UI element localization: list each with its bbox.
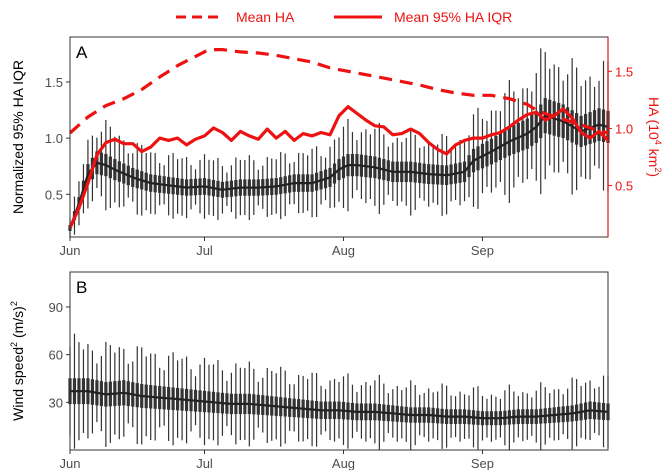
panel-a-y2-axis-label: HA (104 km2) [646,97,663,177]
panel-a-plot-area [68,48,610,238]
legend-label-mean-iqr: Mean 95% HA IQR [394,9,512,25]
y2-tick-label: 1.0 [615,121,633,136]
x-tick-label: Aug [332,456,355,470]
legend-label-mean-ha: Mean HA [236,9,295,25]
mean-ha-line [68,48,609,135]
x-tick-label: Jul [196,243,213,258]
legend: Mean HA Mean 95% HA IQR [176,9,512,25]
panel-a-y2-ticks: 0.5 1.0 1.5 [608,64,633,194]
y-tick-label: 60 [49,348,63,363]
panel-b-y-ticks: 30 60 90 [49,300,70,410]
y-tick-label: 0.5 [45,187,63,202]
y-tick-label: 90 [49,300,63,315]
y2-tick-label: 1.5 [615,64,633,79]
panel-b: B 30 60 90 Jun Jul Aug Sep Wind speed2 (m/s)2 [9,271,610,470]
y-tick-label: 30 [49,395,63,410]
y-tick-label: 1.5 [45,75,63,90]
x-tick-label: Aug [332,243,355,258]
panel-b-letter: B [76,278,87,297]
x-tick-label: Jun [60,456,81,470]
panel-b-y-axis-label: Wind speed2 (m/s)2 [9,301,26,421]
boxplot-series [68,48,610,238]
median-line [70,390,609,420]
x-tick-label: Jul [196,456,213,470]
panel-b-x-ticks: Jun Jul Aug Sep [60,450,494,470]
panel-a: A 0.5 1.0 1.5 0.5 1.0 1.5 Jun Jul Aug Sep Norma… [10,36,663,258]
panel-a-letter: A [76,43,88,62]
boxplot-series [68,333,610,451]
panel-a-y-axis-label: Normalized 95% HA IQR [10,60,26,214]
panel-b-frame [69,271,609,451]
x-tick-label: Sep [471,243,494,258]
panel-a-x-ticks: Jun Jul Aug Sep [60,237,494,258]
x-tick-label: Sep [471,456,494,470]
panel-b-plot-area [68,333,610,451]
mean-iqr-line [68,105,610,229]
panel-a-y-ticks: 0.5 1.0 1.5 [45,75,70,202]
median-line [68,114,609,229]
y-tick-label: 1.0 [45,131,63,146]
y2-tick-label: 0.5 [615,179,633,194]
x-tick-label: Jun [60,243,81,258]
